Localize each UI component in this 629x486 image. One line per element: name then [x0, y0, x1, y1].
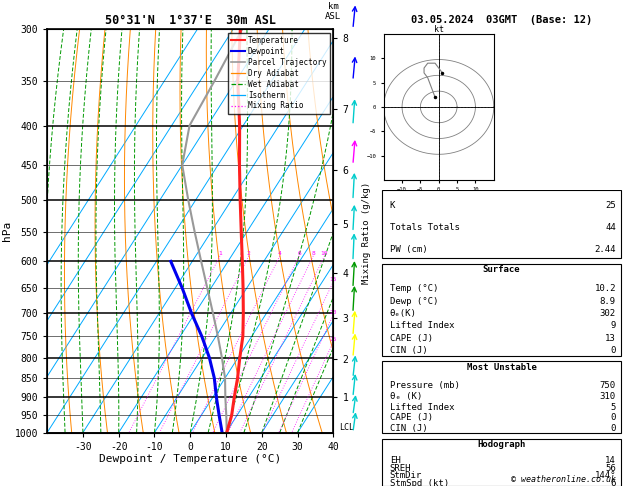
- Text: 1: 1: [218, 251, 222, 256]
- Text: 9: 9: [611, 321, 616, 330]
- Text: 2: 2: [247, 251, 251, 256]
- Text: 750: 750: [600, 381, 616, 390]
- Text: 20: 20: [329, 311, 337, 315]
- Text: θₑ (K): θₑ (K): [390, 392, 422, 401]
- Legend: Temperature, Dewpoint, Parcel Trajectory, Dry Adiabat, Wet Adiabat, Isotherm, Mi: Temperature, Dewpoint, Parcel Trajectory…: [228, 33, 330, 114]
- X-axis label: Dewpoint / Temperature (°C): Dewpoint / Temperature (°C): [99, 454, 281, 464]
- Text: 0: 0: [611, 424, 616, 433]
- Text: Temp (°C): Temp (°C): [390, 284, 438, 294]
- Text: 03.05.2024  03GMT  (Base: 12): 03.05.2024 03GMT (Base: 12): [411, 15, 593, 25]
- Text: SREH: SREH: [390, 464, 411, 473]
- Text: Lifted Index: Lifted Index: [390, 402, 454, 412]
- Text: 4: 4: [278, 251, 282, 256]
- Text: 8: 8: [311, 251, 315, 256]
- Text: 44: 44: [605, 223, 616, 232]
- Text: 6: 6: [611, 479, 616, 486]
- Text: 0: 0: [611, 413, 616, 422]
- Text: 144°: 144°: [594, 471, 616, 480]
- Text: Totals Totals: Totals Totals: [390, 223, 460, 232]
- Text: Pressure (mb): Pressure (mb): [390, 381, 460, 390]
- Text: 10: 10: [321, 251, 328, 256]
- Text: 5: 5: [611, 402, 616, 412]
- Text: LCL: LCL: [339, 423, 354, 432]
- Text: Lifted Index: Lifted Index: [390, 321, 454, 330]
- Text: 310: 310: [600, 392, 616, 401]
- Text: Dewp (°C): Dewp (°C): [390, 297, 438, 306]
- Bar: [382, 438, 621, 486]
- Text: 2.44: 2.44: [594, 244, 616, 254]
- Text: 6: 6: [298, 251, 301, 256]
- Text: StmSpd (kt): StmSpd (kt): [390, 479, 449, 486]
- Text: K: K: [390, 201, 395, 210]
- Text: 0: 0: [611, 346, 616, 355]
- Bar: [382, 263, 621, 356]
- Text: StmDir: StmDir: [390, 471, 422, 480]
- Text: 302: 302: [600, 309, 616, 318]
- Text: 14: 14: [605, 456, 616, 465]
- Title: 50°31'N  1°37'E  30m ASL: 50°31'N 1°37'E 30m ASL: [105, 14, 276, 27]
- Text: Surface: Surface: [483, 265, 520, 274]
- Title: kt: kt: [434, 25, 443, 34]
- Text: EH: EH: [390, 456, 401, 465]
- Text: 8.9: 8.9: [600, 297, 616, 306]
- Text: 56: 56: [605, 464, 616, 473]
- Text: Mixing Ratio (g/kg): Mixing Ratio (g/kg): [362, 182, 371, 284]
- Text: PW (cm): PW (cm): [390, 244, 428, 254]
- Y-axis label: hPa: hPa: [2, 221, 12, 241]
- Text: CAPE (J): CAPE (J): [390, 413, 433, 422]
- Text: km
ASL: km ASL: [325, 1, 342, 21]
- Text: 15: 15: [330, 277, 337, 281]
- Text: Hodograph: Hodograph: [477, 440, 526, 449]
- Text: 13: 13: [605, 334, 616, 343]
- Text: 25: 25: [330, 337, 337, 342]
- Bar: [382, 190, 621, 258]
- Bar: [382, 362, 621, 433]
- Text: θₑ(K): θₑ(K): [390, 309, 416, 318]
- Text: © weatheronline.co.uk: © weatheronline.co.uk: [511, 474, 616, 484]
- Text: CAPE (J): CAPE (J): [390, 334, 433, 343]
- Text: 10.2: 10.2: [594, 284, 616, 294]
- Text: 25: 25: [605, 201, 616, 210]
- Text: Most Unstable: Most Unstable: [467, 363, 537, 372]
- Text: CIN (J): CIN (J): [390, 346, 428, 355]
- Text: CIN (J): CIN (J): [390, 424, 428, 433]
